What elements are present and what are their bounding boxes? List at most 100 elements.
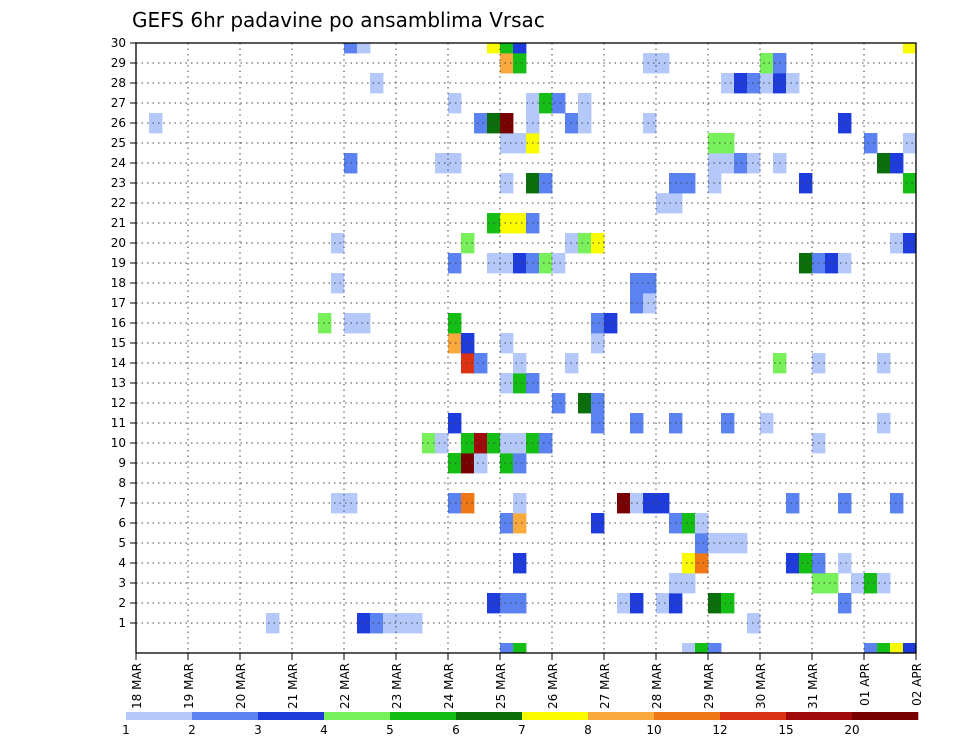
heatmap-cell: [435, 433, 449, 454]
heatmap-cell: [513, 643, 527, 654]
heatmap-cell: [331, 233, 345, 254]
heatmap-cell: [799, 253, 813, 274]
heatmap-cell: [890, 233, 904, 254]
heatmap-cell: [513, 373, 527, 394]
heatmap-cell: [513, 253, 527, 274]
heatmap-cell: [682, 553, 696, 574]
heatmap-cell: [734, 73, 748, 94]
heatmap-cell: [864, 133, 878, 154]
heatmap-cell: [864, 643, 878, 654]
heatmap-cell: [682, 643, 696, 654]
x-tick-label: 24 MAR: [442, 663, 456, 709]
heatmap-cell: [435, 153, 449, 174]
heatmap-cell: [877, 353, 891, 374]
heatmap-cell: [487, 43, 501, 54]
colorbar-swatch: [522, 712, 589, 720]
heatmap-cell: [500, 333, 514, 354]
heatmap-cell: [656, 593, 670, 614]
heatmap-cell: [591, 313, 605, 334]
x-tick-label: 21 MAR: [286, 663, 300, 709]
heatmap-cell: [552, 93, 566, 114]
plot-frame: [135, 42, 917, 654]
x-tick-label: 30 MAR: [754, 663, 768, 709]
heatmap-cell: [474, 453, 488, 474]
heatmap-cell: [578, 93, 592, 114]
y-tick-label: 20: [111, 236, 126, 250]
heatmap-cell: [682, 513, 696, 534]
colorbar-swatch: [852, 712, 919, 720]
y-tick-label: 30: [111, 36, 126, 50]
heatmap-cell: [734, 153, 748, 174]
y-tick-label: 29: [111, 56, 126, 70]
heatmap-cell: [864, 573, 878, 594]
y-tick-label: 10: [111, 436, 126, 450]
colorbar-label: 1: [122, 723, 130, 737]
heatmap-cell: [786, 73, 800, 94]
heatmap-cell: [643, 113, 657, 134]
heatmap-cell: [903, 233, 917, 254]
heatmap-cell: [591, 393, 605, 414]
heatmap-cell: [838, 593, 852, 614]
heatmap-cell: [513, 213, 527, 234]
heatmap-cell: [500, 173, 514, 194]
heatmap-cell: [695, 513, 709, 534]
colorbar-label: 20: [844, 723, 859, 737]
x-tick-label: 29 MAR: [702, 663, 716, 709]
heatmap-cell: [500, 513, 514, 534]
heatmap-cell: [890, 643, 904, 654]
y-tick-label: 11: [111, 416, 126, 430]
heatmap-cell: [448, 333, 462, 354]
heatmap-cell: [799, 553, 813, 574]
heatmap-cell: [331, 273, 345, 294]
x-tick-label: 28 MAR: [650, 663, 664, 709]
y-tick-label: 23: [111, 176, 126, 190]
y-tick-label: 2: [118, 596, 126, 610]
heatmap-cell: [357, 313, 371, 334]
heatmap-cell: [721, 133, 735, 154]
heatmap-cell: [695, 553, 709, 574]
heatmap-cell: [448, 93, 462, 114]
heatmap-cell: [825, 253, 839, 274]
heatmap-cell: [877, 643, 891, 654]
heatmap-cell: [474, 353, 488, 374]
heatmap-cell: [513, 453, 527, 474]
heatmap-cell: [331, 493, 345, 514]
colorbar-label: 10: [646, 723, 661, 737]
heatmap-cell: [149, 113, 163, 134]
y-tick-label: 12: [111, 396, 126, 410]
heatmap-cell: [591, 513, 605, 534]
heatmap-cell: [474, 113, 488, 134]
colorbar-label: 12: [712, 723, 727, 737]
y-tick-label: 7: [118, 496, 126, 510]
heatmap-cell: [578, 233, 592, 254]
y-tick-label: 21: [111, 216, 126, 230]
heatmap-cell: [500, 253, 514, 274]
heatmap-cell: [721, 73, 735, 94]
heatmap-cell: [695, 533, 709, 554]
heatmap-cell: [513, 553, 527, 574]
heatmap-cell: [890, 153, 904, 174]
heatmap-cell: [747, 613, 761, 634]
x-tick-label: 25 MAR: [494, 663, 508, 709]
heatmap-cell: [513, 53, 527, 74]
y-tick-label: 18: [111, 276, 126, 290]
heatmap-cell: [461, 493, 475, 514]
heatmap-cell: [500, 643, 514, 654]
heatmap-cell: [500, 113, 514, 134]
heatmap-cell: [357, 613, 371, 634]
x-tick-label: 20 MAR: [234, 663, 248, 709]
heatmap-cell: [539, 253, 553, 274]
x-tick-label: 23 MAR: [390, 663, 404, 709]
x-tick-label: 02 APR: [910, 663, 924, 706]
heatmap-cell: [539, 93, 553, 114]
heatmap-cell: [500, 593, 514, 614]
heatmap-cell: [461, 233, 475, 254]
colorbar-label: 3: [254, 723, 262, 737]
heatmap-cell: [721, 413, 735, 434]
heatmap-cell: [591, 333, 605, 354]
y-tick-label: 17: [111, 296, 126, 310]
heatmap-cell: [266, 613, 280, 634]
heatmap-cell: [786, 553, 800, 574]
heatmap-cell: [500, 53, 514, 74]
heatmap-cell: [500, 43, 514, 54]
